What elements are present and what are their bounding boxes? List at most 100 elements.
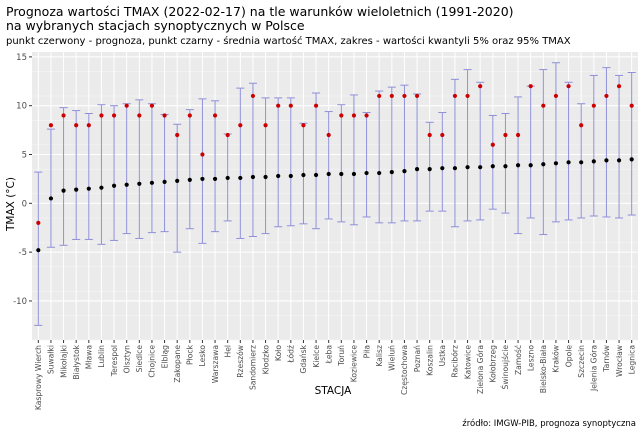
mean-point bbox=[276, 173, 281, 179]
x-tick-label: Koziewice bbox=[350, 345, 359, 383]
mean-point bbox=[326, 171, 331, 177]
forecast-point bbox=[503, 132, 508, 138]
y-tick-label: 10 bbox=[16, 102, 27, 112]
mean-point bbox=[478, 165, 483, 170]
mean-point bbox=[124, 182, 129, 187]
mean-point bbox=[48, 196, 54, 201]
forecast-point bbox=[604, 93, 609, 99]
x-axis: Kasprowy Wierch Suwałki Mikołajki Białystok… bbox=[34, 340, 636, 410]
x-tick-label: Hel bbox=[223, 345, 232, 358]
mean-point bbox=[200, 176, 205, 182]
forecast-point bbox=[124, 103, 129, 108]
forecast-point bbox=[364, 113, 369, 118]
x-tick-label: Suwałki bbox=[47, 345, 56, 374]
forecast-point bbox=[301, 123, 306, 128]
forecast-point bbox=[478, 84, 483, 89]
chart-subtitle: punkt czerwony - prognoza, punkt czarny … bbox=[6, 35, 571, 47]
y-tick-label: 0 bbox=[22, 199, 27, 209]
forecast-point bbox=[86, 123, 91, 128]
mean-point bbox=[364, 170, 369, 176]
x-tick-label: Toruń bbox=[337, 345, 346, 367]
mean-point bbox=[225, 175, 230, 181]
range-bar bbox=[248, 82, 257, 238]
forecast-point bbox=[377, 93, 382, 99]
x-tick-label: Katowice bbox=[463, 345, 472, 380]
range-bar bbox=[438, 112, 447, 212]
forecast-point bbox=[389, 93, 394, 99]
mean-point bbox=[616, 158, 622, 163]
mean-point bbox=[389, 169, 394, 175]
x-tick-label: Wieluń bbox=[388, 345, 397, 371]
forecast-point bbox=[440, 132, 445, 138]
mean-point bbox=[212, 176, 218, 182]
x-axis-title: STACJA bbox=[315, 385, 353, 397]
x-tick-label: Kalisz bbox=[375, 345, 384, 367]
x-tick-label: Legnica bbox=[627, 345, 636, 374]
mean-point bbox=[288, 173, 293, 179]
range-bar bbox=[425, 121, 434, 212]
range-bar bbox=[286, 97, 295, 227]
x-tick-label: Elbląg bbox=[160, 345, 169, 368]
x-tick-label: Zakopane bbox=[173, 345, 182, 383]
forecast-point bbox=[250, 93, 256, 99]
forecast-point bbox=[149, 103, 155, 108]
range-bar bbox=[211, 100, 220, 233]
x-tick-label: Częstochowa bbox=[400, 345, 409, 395]
forecast-point bbox=[238, 123, 243, 128]
x-tick-label: Zielona Góra bbox=[476, 345, 485, 394]
x-tick-label: Opole bbox=[564, 345, 573, 368]
mean-point bbox=[137, 181, 142, 186]
mean-point bbox=[36, 248, 41, 253]
mean-point bbox=[503, 164, 508, 169]
range-bar bbox=[602, 67, 611, 218]
range-bar bbox=[324, 111, 333, 220]
forecast-point bbox=[175, 132, 180, 138]
x-tick-label: Wrocław bbox=[615, 345, 624, 377]
mean-point bbox=[61, 188, 66, 193]
range-bar bbox=[627, 72, 636, 216]
range-bar bbox=[387, 86, 396, 224]
range-bar bbox=[589, 74, 598, 217]
mean-point bbox=[339, 171, 344, 177]
forecast-point bbox=[629, 103, 634, 108]
forecast-point bbox=[99, 113, 104, 118]
x-tick-label: Lublin bbox=[97, 345, 106, 368]
mean-point bbox=[465, 165, 470, 170]
x-tick-label: Kasprowy Wierch bbox=[34, 345, 43, 410]
range-bar bbox=[261, 97, 270, 235]
forecast-point bbox=[553, 93, 559, 99]
forecast-points bbox=[36, 84, 634, 225]
x-tick-label: Mława bbox=[85, 345, 94, 369]
mean-point bbox=[629, 157, 634, 162]
x-tick-label: Tarnów bbox=[602, 345, 611, 373]
plot-panel bbox=[32, 52, 638, 340]
range-bar bbox=[59, 107, 68, 246]
range-bar bbox=[450, 78, 459, 228]
forecast-point bbox=[452, 93, 458, 99]
mean-point bbox=[74, 187, 79, 192]
x-tick-label: Koło bbox=[274, 345, 283, 361]
mean-point bbox=[313, 172, 319, 178]
range-bar bbox=[198, 98, 207, 244]
forecast-point bbox=[225, 132, 230, 138]
mean-point bbox=[541, 162, 546, 167]
range-bar bbox=[110, 105, 119, 241]
range-bar bbox=[564, 81, 573, 221]
mean-point bbox=[427, 167, 432, 172]
x-tick-label: Białystok bbox=[72, 344, 81, 379]
forecast-point bbox=[591, 103, 596, 108]
mean-point bbox=[351, 171, 357, 177]
mean-points bbox=[36, 157, 634, 253]
forecast-point bbox=[427, 132, 432, 138]
forecast-point bbox=[579, 123, 584, 128]
forecast-point bbox=[187, 113, 192, 118]
range-bar bbox=[476, 81, 485, 221]
mean-point bbox=[553, 161, 559, 166]
x-tick-label: Jelenia Góra bbox=[590, 345, 599, 392]
x-tick-label: Chojnice bbox=[148, 345, 157, 378]
forecast-point bbox=[616, 84, 622, 89]
chart-title-line-2: na wybranych stacjach synoptycznych w Po… bbox=[6, 18, 305, 33]
range-bar bbox=[274, 97, 283, 228]
forecast-point bbox=[111, 113, 117, 118]
